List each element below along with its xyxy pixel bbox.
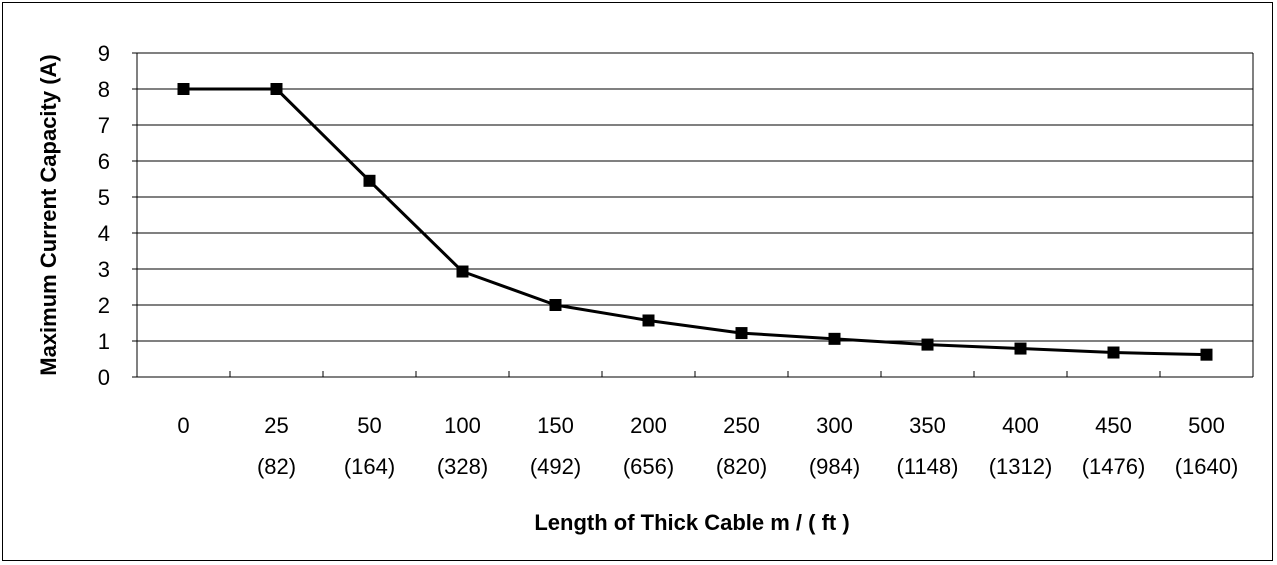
data-point-marker	[456, 265, 469, 278]
x-tick-label: 450	[1095, 413, 1132, 438]
x-tick-sublabel: (1312)	[989, 454, 1053, 479]
y-tick-label: 6	[98, 149, 110, 174]
x-tick-labels: 0 25 (82) 50 (164) 100 (328) 150 (492) 200 (656) 25…	[177, 413, 1238, 479]
y-tick-label: 7	[98, 113, 110, 138]
data-point-marker	[828, 332, 841, 345]
x-tick-label: 150	[537, 413, 574, 438]
x-axis-title: Length of Thick Cable m / ( ft )	[534, 510, 849, 535]
y-tick-label: 9	[98, 41, 110, 66]
series-markers	[177, 83, 1213, 361]
x-tick-label: 250	[723, 413, 760, 438]
data-point-marker	[1107, 346, 1120, 359]
y-tick-label: 4	[98, 221, 110, 246]
y-tick-label: 5	[98, 185, 110, 210]
data-point-marker	[921, 338, 934, 351]
y-tick-label: 2	[98, 293, 110, 318]
x-tick-label: 300	[816, 413, 853, 438]
x-tick-sublabel: (984)	[809, 454, 860, 479]
data-point-marker	[735, 327, 748, 340]
x-tick-sublabel: (1476)	[1082, 454, 1146, 479]
data-point-marker	[177, 83, 190, 95]
y-tick-label: 0	[98, 365, 110, 390]
x-tick-label: 200	[630, 413, 667, 438]
data-point-marker	[270, 83, 283, 95]
data-point-marker	[549, 299, 562, 311]
y-tick-label: 3	[98, 257, 110, 282]
y-tick-label: 1	[98, 329, 110, 354]
data-point-marker	[363, 174, 376, 187]
x-tick-sublabel: (492)	[530, 454, 581, 479]
x-tick-label: 50	[357, 413, 381, 438]
y-tick-label: 8	[98, 77, 110, 102]
grid-lines	[137, 52, 1253, 342]
x-tick-label: 25	[264, 413, 288, 438]
x-tick-sublabel: (1148)	[897, 454, 959, 479]
x-tick-sublabel: (1640)	[1175, 454, 1239, 479]
y-tick-labels: 0 1 2 3 4 5 6 7 8 9	[98, 41, 110, 390]
x-tick-label: 100	[444, 413, 481, 438]
x-tick-sublabel: (82)	[257, 454, 296, 479]
y-axis-title: Maximum Current Capacity (A)	[36, 54, 61, 376]
x-tick-sublabel: (328)	[437, 454, 488, 479]
series-line	[183, 87, 1207, 357]
data-point-marker	[642, 314, 655, 327]
series-line-path	[183, 87, 1207, 357]
data-point-marker	[1200, 348, 1213, 361]
x-tick-sublabel: (820)	[716, 454, 767, 479]
x-tick-label: 0	[177, 413, 189, 438]
x-tick-label: 500	[1188, 413, 1225, 438]
x-tick-sublabel: (164)	[344, 454, 395, 479]
x-tick-label: 400	[1002, 413, 1039, 438]
data-point-marker	[1014, 342, 1027, 355]
x-tick-sublabel: (656)	[623, 454, 674, 479]
x-tick-label: 350	[909, 413, 946, 438]
axes	[132, 52, 1254, 378]
